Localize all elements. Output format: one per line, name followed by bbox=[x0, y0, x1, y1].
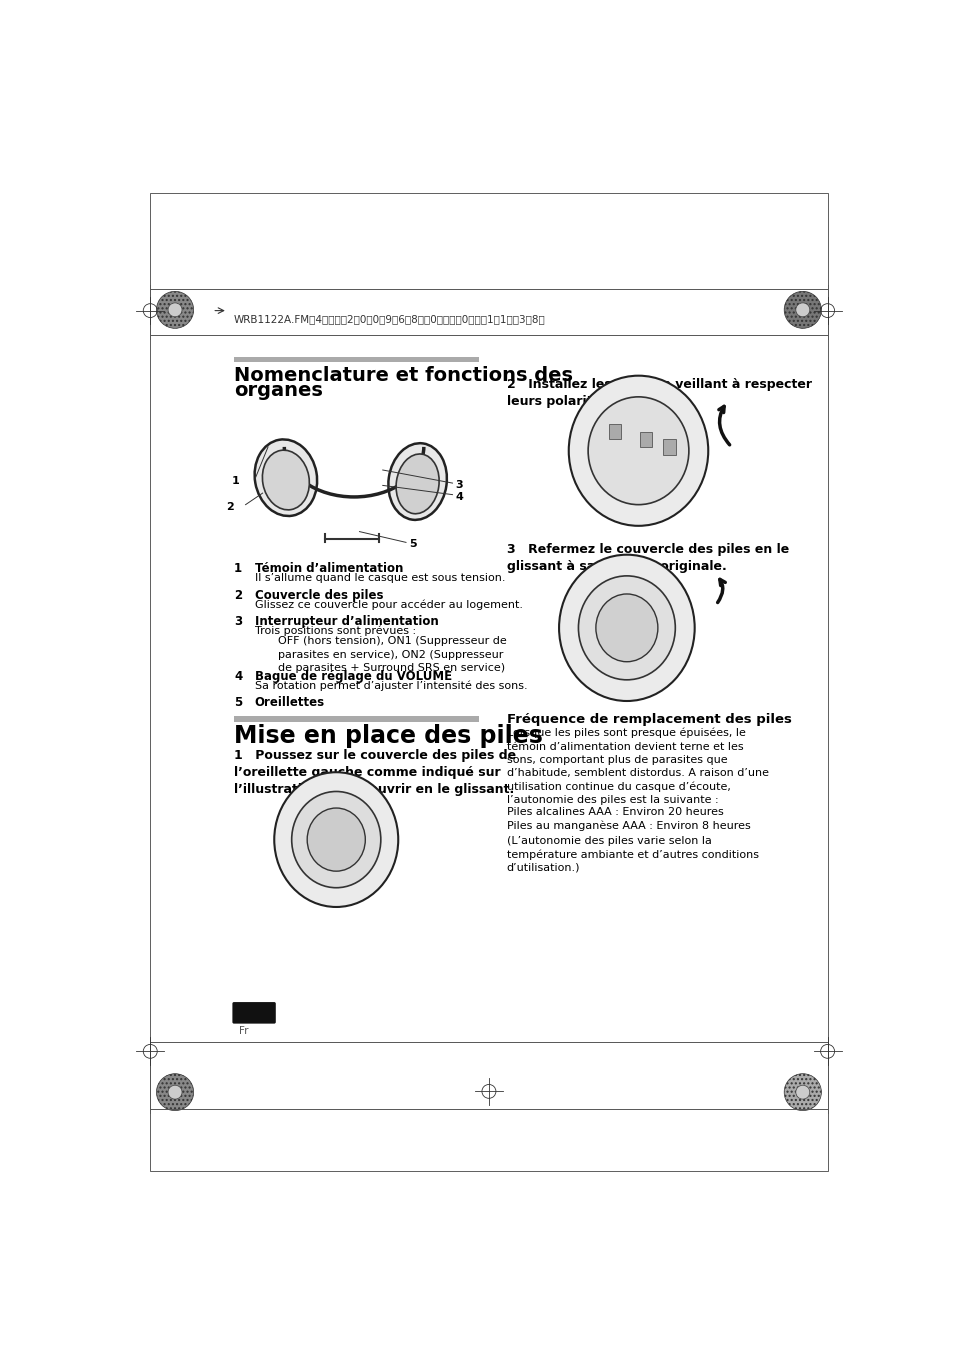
Text: 4: 4 bbox=[456, 491, 463, 502]
Text: 3: 3 bbox=[233, 614, 242, 628]
Text: 5: 5 bbox=[233, 697, 242, 709]
Ellipse shape bbox=[292, 791, 380, 888]
Circle shape bbox=[783, 292, 821, 328]
Text: 4: 4 bbox=[249, 1007, 259, 1022]
Circle shape bbox=[156, 1073, 193, 1111]
Text: OFF (hors tension), ON1 (Suppresseur de
parasites en service), ON2 (Suppresseur
: OFF (hors tension), ON1 (Suppresseur de … bbox=[278, 636, 506, 672]
Bar bbox=[233, 717, 478, 722]
Text: Fr: Fr bbox=[239, 1026, 249, 1035]
Text: 3 Refermez le couvercle des piles en le
glissant à sa position originale.: 3 Refermez le couvercle des piles en le … bbox=[506, 543, 788, 574]
Text: 1 Poussez sur le couvercle des piles de
l’oreillette gauche comme indiqué sur
l’: 1 Poussez sur le couvercle des piles de … bbox=[233, 749, 516, 795]
Text: 1: 1 bbox=[232, 477, 239, 486]
Text: 3: 3 bbox=[456, 481, 463, 490]
Ellipse shape bbox=[388, 443, 446, 520]
Text: Interrupteur d’alimentation: Interrupteur d’alimentation bbox=[254, 614, 438, 628]
Circle shape bbox=[795, 302, 809, 317]
Ellipse shape bbox=[395, 454, 438, 514]
Text: Il s’allume quand le casque est sous tension.: Il s’allume quand le casque est sous ten… bbox=[254, 574, 505, 583]
Ellipse shape bbox=[558, 555, 694, 701]
Text: Lorsque les piles sont presque épuisées, le
témoin d’alimentation devient terne : Lorsque les piles sont presque épuisées,… bbox=[506, 728, 768, 805]
Circle shape bbox=[783, 1073, 821, 1111]
Bar bbox=[639, 432, 652, 447]
Text: 2: 2 bbox=[233, 589, 242, 602]
Text: Nomenclature et fonctions des: Nomenclature et fonctions des bbox=[233, 366, 573, 385]
Text: Fréquence de remplacement des piles: Fréquence de remplacement des piles bbox=[506, 713, 791, 725]
Text: 4: 4 bbox=[233, 670, 242, 683]
Text: Mise en place des piles: Mise en place des piles bbox=[233, 724, 542, 748]
Bar bbox=[662, 439, 675, 455]
Text: Bague de réglage du VOLUME: Bague de réglage du VOLUME bbox=[254, 670, 452, 683]
Ellipse shape bbox=[568, 375, 707, 526]
Text: (L’autonomie des piles varie selon la
température ambiante et d’autres condition: (L’autonomie des piles varie selon la te… bbox=[506, 836, 758, 873]
Text: Sa rotation permet d’ajuster l’intensité des sons.: Sa rotation permet d’ajuster l’intensité… bbox=[254, 680, 527, 691]
Text: organes: organes bbox=[233, 382, 322, 401]
Bar bbox=[233, 356, 478, 362]
Circle shape bbox=[168, 1085, 182, 1099]
Ellipse shape bbox=[307, 809, 365, 871]
Text: Piles alcalines AAA : Environ 20 heures: Piles alcalines AAA : Environ 20 heures bbox=[506, 807, 722, 817]
Circle shape bbox=[795, 1085, 809, 1099]
Bar bbox=[608, 424, 620, 439]
Circle shape bbox=[168, 302, 182, 317]
Text: 2: 2 bbox=[226, 502, 233, 512]
Ellipse shape bbox=[262, 450, 309, 510]
Bar bbox=[233, 397, 474, 551]
Text: WRB1122A.FM　4ページ　2　0　0　9年6月8日　0月曜日　0午前　1　1時　3　8分: WRB1122A.FM 4ページ 2 0 0 9年6月8日 0月曜日 0午前 1… bbox=[233, 315, 545, 324]
Ellipse shape bbox=[596, 594, 658, 662]
Text: Glissez ce couvercle pour accéder au logement.: Glissez ce couvercle pour accéder au log… bbox=[254, 599, 522, 610]
Ellipse shape bbox=[274, 772, 397, 907]
Text: Témoin d’alimentation: Témoin d’alimentation bbox=[254, 563, 403, 575]
Text: 1: 1 bbox=[233, 563, 242, 575]
Ellipse shape bbox=[578, 576, 675, 680]
Ellipse shape bbox=[254, 439, 316, 516]
Text: 5: 5 bbox=[409, 539, 416, 549]
FancyBboxPatch shape bbox=[233, 1002, 275, 1023]
Text: Oreillettes: Oreillettes bbox=[254, 697, 325, 709]
Text: Piles au manganèse AAA : Environ 8 heures: Piles au manganèse AAA : Environ 8 heure… bbox=[506, 821, 750, 830]
Text: Trois positions sont prévues :: Trois positions sont prévues : bbox=[254, 625, 416, 636]
Text: 2 Installez les piles en veillant à respecter
leurs polarités ⊕ et ⊖.: 2 Installez les piles en veillant à resp… bbox=[506, 378, 811, 408]
Ellipse shape bbox=[587, 397, 688, 505]
Text: Couvercle des piles: Couvercle des piles bbox=[254, 589, 383, 602]
Circle shape bbox=[156, 292, 193, 328]
